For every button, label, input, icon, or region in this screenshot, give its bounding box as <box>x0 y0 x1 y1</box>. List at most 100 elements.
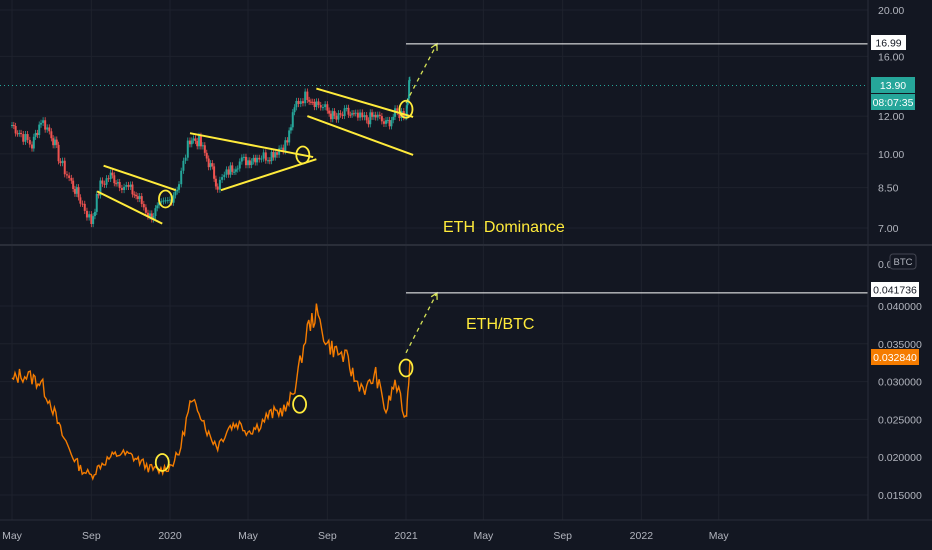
candle-body <box>107 178 110 180</box>
candle-body <box>254 157 257 163</box>
candle-body <box>211 163 214 167</box>
eth-dominance-target-label-text: 16.99 <box>875 38 901 50</box>
candle-body <box>125 184 128 187</box>
candle-body <box>70 177 73 181</box>
candle-body <box>392 116 395 121</box>
candle-body <box>276 152 279 155</box>
symbol-badge[interactable]: BTC <box>889 253 917 270</box>
ethbtc-price-tick-label: 0.030000 <box>878 377 922 389</box>
candle-body <box>372 114 375 117</box>
candle-body <box>61 160 64 164</box>
candle-body <box>65 174 68 176</box>
candle-body <box>308 99 311 102</box>
candle-body <box>216 186 219 190</box>
candle-body <box>380 116 383 122</box>
candle-body <box>363 115 366 118</box>
ethbtc-pane[interactable]: ETH/BTC <box>11 291 868 481</box>
candle-body <box>227 169 230 175</box>
candle-body <box>328 110 331 114</box>
candle-body <box>116 182 119 184</box>
time-axis-tick-label: Sep <box>82 530 101 542</box>
candle-body <box>162 200 165 202</box>
candle-body <box>180 170 183 185</box>
candle-body <box>268 160 271 162</box>
candle-body <box>68 175 71 178</box>
candle-body <box>32 136 35 149</box>
candle-body <box>199 135 202 147</box>
candle-body <box>301 101 304 104</box>
candle-body <box>160 201 163 203</box>
eth-dominance-price-tick-label: 16.00 <box>878 51 904 63</box>
candle-body <box>382 121 385 124</box>
ethbtc-price-tick-label: 0.035000 <box>878 339 922 351</box>
ethbtc-breakout-circle <box>154 453 170 472</box>
candle-body <box>55 139 58 145</box>
candle-body <box>313 101 316 108</box>
candle-body <box>77 187 80 198</box>
candle-body <box>386 120 389 122</box>
candle-body <box>256 157 259 163</box>
eth-dominance-price-tick-label: 10.00 <box>878 149 904 161</box>
candle-body <box>367 120 370 125</box>
candle-body <box>324 104 327 108</box>
time-axis-tick-label: Sep <box>553 530 572 542</box>
eth-dominance-pane[interactable]: ETH Dominance <box>0 42 868 236</box>
candle-body <box>135 194 138 197</box>
candle-body <box>44 120 47 130</box>
candle-body <box>248 160 251 166</box>
time-axis-tick-label: 2021 <box>394 530 418 542</box>
candle-body <box>99 180 102 196</box>
candle-body <box>229 165 232 175</box>
candle-body <box>385 120 388 124</box>
candle-body <box>284 140 287 152</box>
ethbtc-projection-arrow <box>405 292 438 354</box>
time-axis-tick-label: May <box>2 530 23 542</box>
candle-body <box>278 148 281 155</box>
candle-body <box>371 112 374 117</box>
candle-body <box>184 157 187 161</box>
candle-body <box>113 175 116 184</box>
candle-body <box>22 134 25 142</box>
candle-body <box>297 100 300 104</box>
candle-body <box>83 203 86 211</box>
candle-body <box>272 151 275 158</box>
candle-body <box>20 132 23 135</box>
ethbtc-price-tick-label: 0.015000 <box>878 490 922 502</box>
candle-body <box>120 188 123 191</box>
candle-body <box>194 138 197 142</box>
candle-body <box>282 147 285 152</box>
candle-body <box>258 157 261 160</box>
candle-body <box>16 133 19 135</box>
candle-body <box>36 132 39 136</box>
candle-body <box>329 113 332 120</box>
candle-body <box>207 158 210 168</box>
eth-dominance-channel-line <box>96 190 163 225</box>
candle-body <box>205 152 208 159</box>
eth-dominance-countdown-text: 08:07:35 <box>873 97 914 109</box>
time-axis-tick-label: Sep <box>318 530 337 542</box>
candle-body <box>398 112 401 119</box>
eth-dominance-breakout-circle <box>158 189 173 209</box>
candle-body <box>142 204 145 208</box>
candle-body <box>378 114 381 117</box>
candle-body <box>262 152 265 159</box>
eth-dominance-channel-line <box>316 87 414 118</box>
candle-body <box>149 213 152 217</box>
candle-body <box>12 125 15 127</box>
candle-body <box>274 152 277 158</box>
candle-body <box>309 101 312 103</box>
symbol-badge-box <box>889 253 917 270</box>
candle-body <box>88 214 91 218</box>
candle-body <box>123 186 126 191</box>
time-axis[interactable]: May Sep 2020 May Sep 2021 May Sep 2022 May <box>0 519 932 542</box>
ethbtc-last-price-label: 0.032840 <box>871 349 919 365</box>
candle-body <box>333 111 336 116</box>
time-axis-tick-label: 2022 <box>630 530 654 542</box>
candle-body <box>53 139 56 146</box>
candle-body <box>288 130 291 143</box>
candle-body <box>192 138 195 141</box>
candle-body <box>127 184 130 187</box>
candle-body <box>50 131 53 139</box>
time-axis-tick-label: May <box>709 530 730 542</box>
